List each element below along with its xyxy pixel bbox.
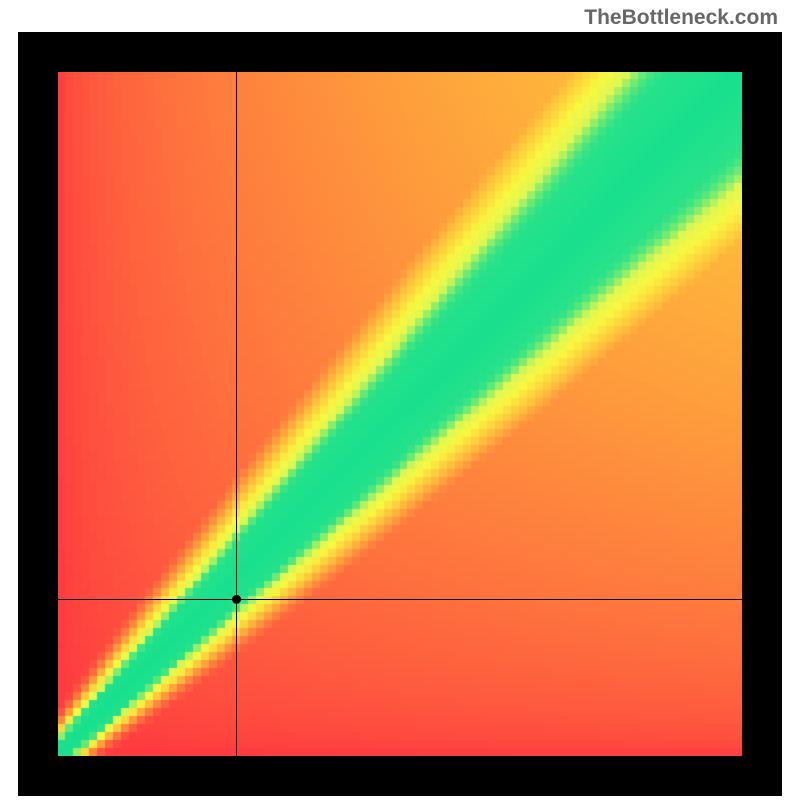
heatmap-plot [58, 72, 742, 756]
crosshair-vertical-line [236, 72, 237, 756]
crosshair-horizontal-line [58, 599, 742, 600]
heatmap-canvas [58, 72, 742, 756]
chart-frame [18, 32, 782, 796]
root: TheBottleneck.com [0, 0, 800, 800]
attribution-text: TheBottleneck.com [584, 6, 778, 30]
